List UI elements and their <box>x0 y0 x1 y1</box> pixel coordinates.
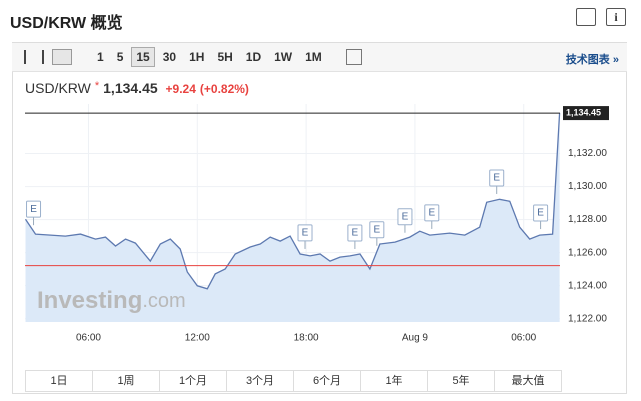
event-label: E <box>302 228 309 239</box>
widget <box>12 42 627 394</box>
event-marker <box>347 224 363 242</box>
watermark: Investing.com <box>37 287 186 314</box>
y-tick-label: 1,128.00 <box>568 214 607 225</box>
last-price-box <box>563 106 609 121</box>
interval-button[interactable]: 15 <box>131 47 155 67</box>
range-tab[interactable]: 1周 <box>93 371 160 391</box>
event-label: E <box>352 228 359 239</box>
watermark-brand: Investing <box>37 287 142 314</box>
change-pct: (+0.82%) <box>199 82 249 96</box>
technical-link[interactable]: 技术图表 » <box>565 54 619 66</box>
range-tabs: 1日 1周 1个月 3个月 6个月 1年 5年 最大值 <box>25 370 562 392</box>
event-marker <box>26 200 42 218</box>
x-tick-label: 12:00 <box>185 333 210 344</box>
range-tab[interactable]: 1年 <box>361 371 428 391</box>
x-tick-label: 06:00 <box>76 333 101 344</box>
live-marker: * <box>94 80 100 92</box>
event-marker <box>489 169 505 187</box>
interval-button[interactable]: 1D <box>245 50 262 64</box>
quote: USD/KRW * 1,134.45 +9.24 (+0.82%) <box>25 80 253 96</box>
x-tick-label: 06:00 <box>511 333 536 344</box>
x-tick-label: Aug 9 <box>402 333 429 344</box>
event-marker <box>533 204 549 222</box>
range-tab[interactable]: 1个月 <box>160 371 227 391</box>
range-tab[interactable]: 1日 <box>26 371 93 391</box>
candle-icon[interactable] <box>24 50 44 64</box>
interval-button[interactable]: 1H <box>189 50 205 64</box>
x-tick-label: 18:00 <box>294 333 319 344</box>
watermark-suffix: .com <box>142 290 185 312</box>
event-marker <box>369 221 385 239</box>
event-marker <box>397 208 413 226</box>
event-label: E <box>493 173 500 184</box>
line-icon[interactable] <box>52 49 72 65</box>
interval-button[interactable]: 1W <box>274 50 293 64</box>
symbol: USD/KRW <box>25 80 91 96</box>
price: 1,134.45 <box>103 80 158 96</box>
event-label: E <box>30 204 37 215</box>
range-tab[interactable]: 3个月 <box>227 371 294 391</box>
settings-icon[interactable] <box>345 49 362 65</box>
info-icon[interactable]: i <box>606 8 626 26</box>
interval-button[interactable]: 1M <box>305 50 322 64</box>
email-icon[interactable] <box>576 8 596 26</box>
interval-button[interactable]: 30 <box>162 50 177 64</box>
y-tick-label: 1,124.00 <box>568 280 607 291</box>
event-label: E <box>373 224 380 235</box>
y-tick-label: 1,132.00 <box>568 148 607 159</box>
change: +9.24 <box>165 82 196 96</box>
interval-button[interactable]: 5 <box>116 50 124 64</box>
interval-button[interactable]: 5H <box>217 50 233 64</box>
toolbar: 1 5 15 30 1H 5H 1D 1W 1M 技术图表 » <box>12 43 627 72</box>
range-tab[interactable]: 最大值 <box>511 375 545 387</box>
area-fill <box>25 113 560 322</box>
price-line <box>24 113 561 290</box>
event-label: E <box>428 208 435 219</box>
last-price-label: 1,134.45 <box>566 107 601 117</box>
y-tick-label: 1,126.00 <box>568 247 607 258</box>
event-marker <box>297 224 313 242</box>
event-label: E <box>537 208 544 219</box>
y-tick-label: 1,122.00 <box>568 313 607 324</box>
page-title: USD/KRW 概览 <box>10 15 123 32</box>
event-label: E <box>402 211 409 222</box>
interval-button[interactable]: 1 <box>97 50 104 64</box>
event-marker <box>424 204 440 222</box>
range-tab[interactable]: 6个月 <box>294 371 361 391</box>
range-tab[interactable]: 5年 <box>428 371 495 391</box>
interval-group: 1 5 15 30 1H 5H 1D 1W 1M <box>92 47 330 67</box>
y-tick-label: 1,130.00 <box>568 181 607 192</box>
